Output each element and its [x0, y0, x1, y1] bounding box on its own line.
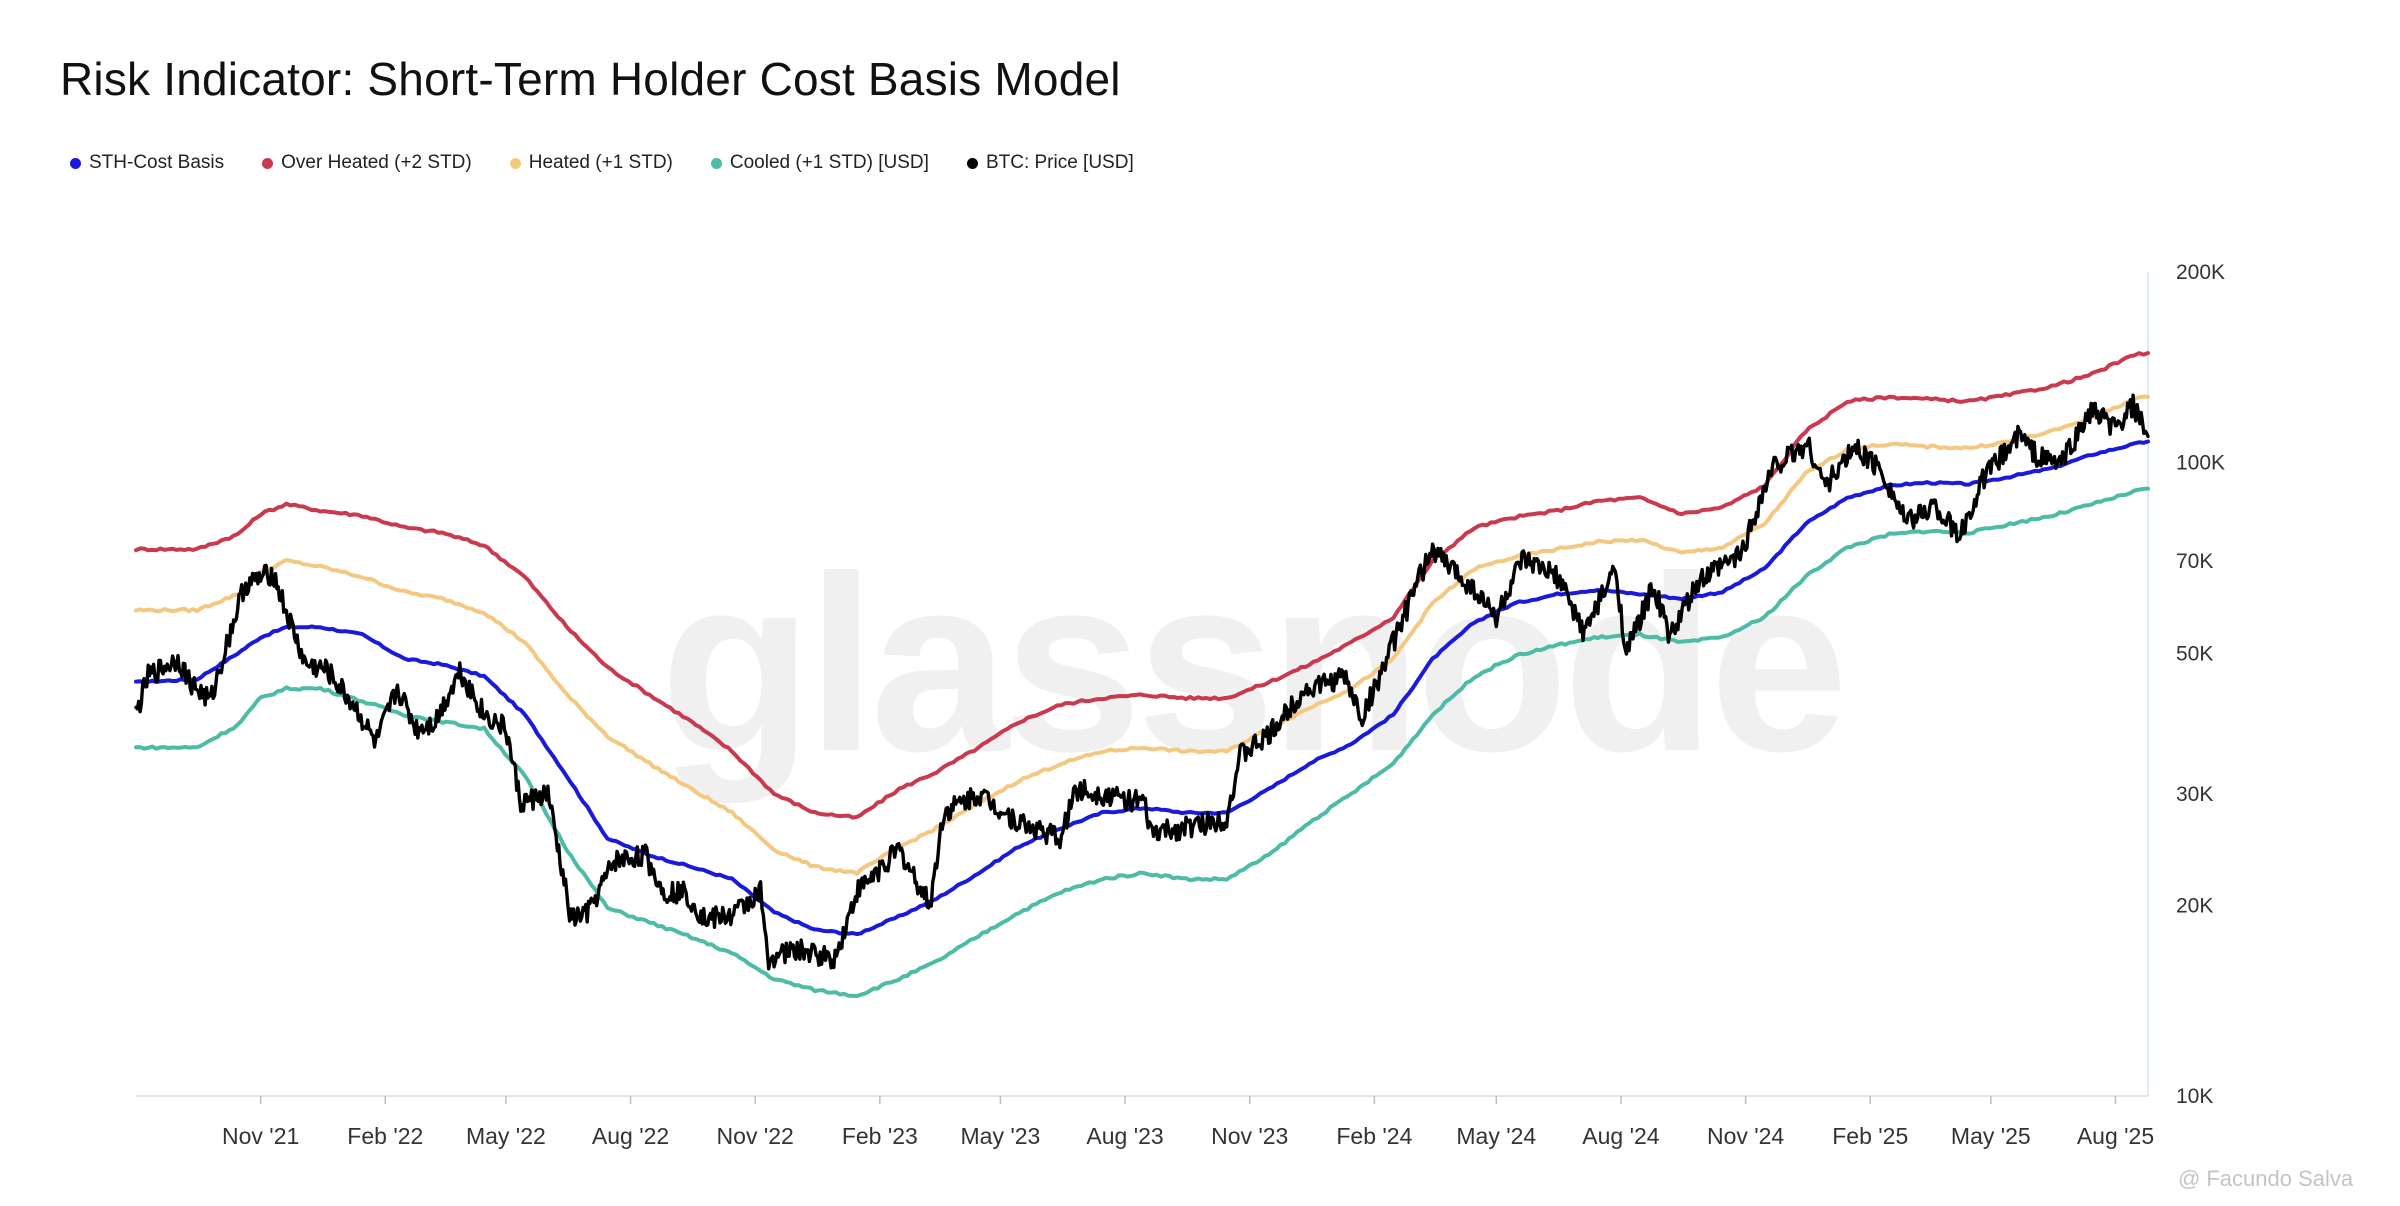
credit-text: Facundo Salva — [2206, 1166, 2354, 1191]
x-tick-label: Aug '23 — [1086, 1123, 1163, 1149]
at-icon: @ — [2178, 1166, 2201, 1191]
chart-series — [134, 351, 2150, 999]
y-tick-label: 20K — [2176, 894, 2213, 917]
x-tick-label: Feb '24 — [1336, 1123, 1412, 1149]
legend-dot — [966, 157, 978, 169]
watermark-logo: glassnode — [660, 524, 1848, 803]
y-tick-label: 70K — [2176, 550, 2213, 573]
x-tick-label: Aug '25 — [2077, 1123, 2154, 1149]
y-tick-label: 50K — [2176, 642, 2213, 665]
y-tick-label: 30K — [2176, 783, 2213, 806]
series-line-over-heated-2-std — [134, 351, 2150, 820]
x-tick-label: Feb '23 — [842, 1123, 918, 1149]
legend-dot — [710, 157, 722, 169]
legend-item-heated[interactable]: Heated (+1 STD) — [509, 152, 673, 174]
legend-item-over-heated[interactable]: Over Heated (+2 STD) — [262, 152, 472, 174]
chart-title: Risk Indicator: Short-Term Holder Cost B… — [60, 53, 1121, 105]
legend-dot — [262, 157, 274, 169]
x-tick-label: May '23 — [961, 1123, 1041, 1149]
legend-dot — [509, 157, 521, 169]
x-tick-label: Feb '22 — [347, 1123, 423, 1149]
series-line-sth-cost-basis — [134, 439, 2150, 937]
chart-legend: STH-Cost Basis Over Heated (+2 STD) Heat… — [70, 152, 1172, 174]
chart-axes — [136, 272, 2149, 1104]
legend-label: Over Heated (+2 STD) — [281, 152, 472, 173]
series-line-btc-price-usd — [134, 393, 2150, 971]
x-tick-label: Aug '22 — [592, 1123, 669, 1149]
y-tick-label: 200K — [2176, 261, 2225, 284]
x-tick-label: May '25 — [1951, 1123, 2031, 1149]
series-line-cooled-1-std-usd — [134, 486, 2150, 999]
x-tick-label: Nov '22 — [717, 1123, 794, 1149]
series-line-heated-1-std — [134, 394, 2150, 876]
y-tick-label: 10K — [2176, 1085, 2213, 1108]
legend-item-cooled[interactable]: Cooled (+1 STD) [USD] — [710, 152, 929, 174]
legend-label: BTC: Price [USD] — [985, 152, 1134, 173]
legend-label: Heated (+1 STD) — [528, 152, 673, 173]
y-tick-label: 100K — [2176, 452, 2225, 475]
x-tick-label: Nov '21 — [222, 1123, 299, 1149]
legend-label: STH-Cost Basis — [89, 152, 225, 173]
legend-item-sth-cost-basis[interactable]: STH-Cost Basis — [70, 152, 224, 174]
x-tick-label: Aug '24 — [1582, 1123, 1659, 1149]
x-tick-label: May '22 — [466, 1123, 546, 1149]
x-tick-label: Nov '24 — [1707, 1123, 1784, 1149]
legend-label: Cooled (+1 STD) [USD] — [729, 152, 929, 173]
chart-tick-labels: 200K 100K 70K 50K 30K 20K 10K Nov '21 Feb '22 May… — [222, 261, 2225, 1149]
legend-dot — [70, 157, 81, 169]
legend-item-btc-price[interactable]: BTC: Price [USD] — [966, 152, 1134, 174]
x-tick-label: Nov '23 — [1211, 1123, 1288, 1149]
author-credit: @ Facundo Salva — [2178, 1166, 2353, 1192]
x-tick-label: Feb '25 — [1832, 1123, 1908, 1149]
x-tick-label: May '24 — [1456, 1123, 1536, 1149]
